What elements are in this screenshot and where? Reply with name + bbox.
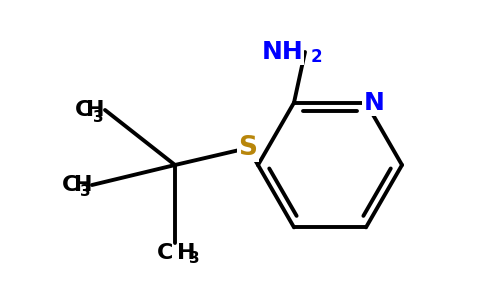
Text: C: C [75, 100, 91, 120]
Text: C: C [61, 175, 78, 195]
Text: NH: NH [261, 40, 303, 64]
Text: 3: 3 [93, 110, 104, 124]
Text: H: H [177, 243, 196, 263]
Text: 3: 3 [80, 184, 91, 200]
Text: H: H [74, 175, 92, 195]
Text: H: H [87, 100, 105, 120]
Text: S: S [239, 135, 257, 161]
Text: 3: 3 [189, 251, 199, 266]
Text: 2: 2 [311, 48, 323, 66]
Text: N: N [363, 91, 384, 115]
Text: C: C [157, 243, 173, 263]
